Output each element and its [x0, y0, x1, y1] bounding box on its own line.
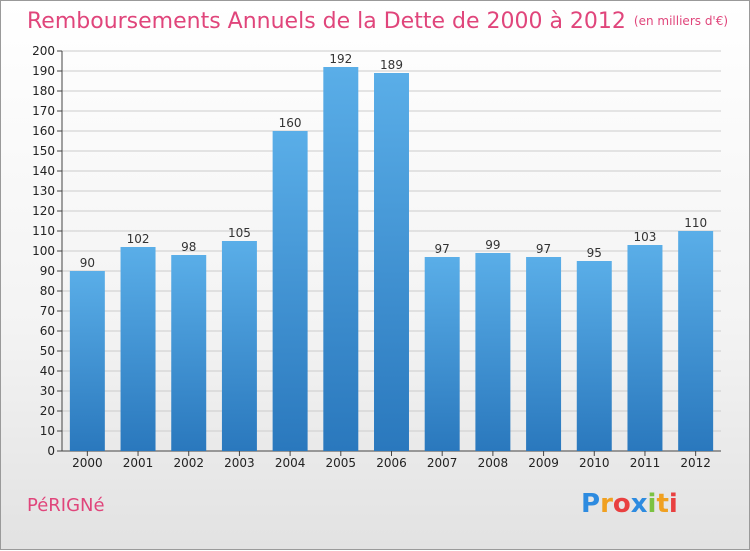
bar-value-label: 97: [435, 242, 450, 256]
bar-value-label: 105: [228, 226, 251, 240]
y-tick-label: 200: [32, 44, 55, 58]
bar-value-label: 99: [485, 238, 500, 252]
bar-value-label: 160: [279, 116, 302, 130]
y-tick-label: 170: [32, 104, 55, 118]
y-tick-label: 190: [32, 64, 55, 78]
y-tick-label: 30: [40, 384, 55, 398]
logo-letter: i: [668, 489, 678, 519]
y-tick-label: 70: [40, 304, 55, 318]
bar: [272, 131, 308, 451]
bar-value-label: 90: [80, 256, 95, 270]
labels: 90 102 98 105 160 192 189 97 99 97 95 103 110: [80, 52, 707, 270]
y-tick-label: 120: [32, 204, 55, 218]
y-tick-label: 50: [40, 344, 55, 358]
y-tick-label: 110: [32, 224, 55, 238]
y-tick-label: 20: [40, 404, 55, 418]
town-name: PéRIGNé: [27, 495, 105, 516]
chart-title: Remboursements Annuels de la Dette de 20…: [27, 9, 728, 34]
bar-value-label: 192: [329, 52, 352, 66]
bar: [221, 241, 257, 451]
x-tick-label: 2008: [478, 456, 509, 470]
y-tick-label: 60: [40, 324, 55, 338]
x-tick-label: 2012: [680, 456, 711, 470]
y-tick-label: 40: [40, 364, 55, 378]
chart-unit: (en milliers d'€): [633, 14, 729, 28]
x-tick-label: 2010: [579, 456, 610, 470]
y-tick-label: 10: [40, 424, 55, 438]
y-tick-label: 160: [32, 124, 55, 138]
x-tick-label: 2006: [376, 456, 407, 470]
y-tick-label: 130: [32, 184, 55, 198]
x-tick-label: 2009: [528, 456, 559, 470]
bar: [627, 245, 663, 451]
bar: [374, 73, 409, 451]
logo-letter: P: [581, 489, 601, 519]
bar-value-label: 97: [536, 242, 551, 256]
x-tick-label: 2005: [326, 456, 357, 470]
bar: [323, 67, 359, 451]
logo-letter: x: [630, 489, 648, 519]
axes: 0 10 20 30 40 50 60 70 80 90 100 110 120 130 140 150 160…: [32, 44, 721, 470]
proxiti-logo: Proxiti: [581, 489, 678, 519]
x-tick-label: 2001: [123, 456, 154, 470]
bar: [678, 231, 714, 451]
y-tick-label: 100: [32, 244, 55, 258]
x-tick-label: 2002: [173, 456, 204, 470]
x-tick-label: 2003: [224, 456, 255, 470]
logo-letter: o: [612, 489, 631, 519]
y-tick-label: 80: [40, 284, 55, 298]
bar: [424, 257, 460, 451]
logo-letter: i: [647, 489, 657, 519]
y-tick-label: 90: [40, 264, 55, 278]
logo-letter: r: [600, 489, 613, 519]
bar-value-label: 103: [634, 230, 657, 244]
y-tick-label: 150: [32, 144, 55, 158]
bar: [475, 253, 511, 451]
bar-value-label: 95: [587, 246, 602, 260]
y-tick-label: 0: [47, 444, 55, 458]
x-tick-label: 2011: [630, 456, 661, 470]
x-tick-label: 2007: [427, 456, 458, 470]
bar: [576, 261, 612, 451]
y-tick-label: 140: [32, 164, 55, 178]
chart-title-text: Remboursements Annuels de la Dette de 20…: [27, 9, 626, 34]
bar: [120, 247, 156, 451]
logo-letter: t: [656, 489, 669, 519]
bar: [171, 255, 207, 451]
bar: [526, 257, 562, 451]
bar-value-label: 110: [684, 216, 707, 230]
bar-value-label: 102: [127, 232, 150, 246]
bar-value-label: 189: [380, 58, 403, 72]
bar: [69, 271, 105, 451]
y-tick-label: 180: [32, 84, 55, 98]
x-tick-label: 2004: [275, 456, 306, 470]
x-tick-label: 2000: [72, 456, 103, 470]
bars: [69, 67, 714, 451]
bar-value-label: 98: [181, 240, 196, 254]
